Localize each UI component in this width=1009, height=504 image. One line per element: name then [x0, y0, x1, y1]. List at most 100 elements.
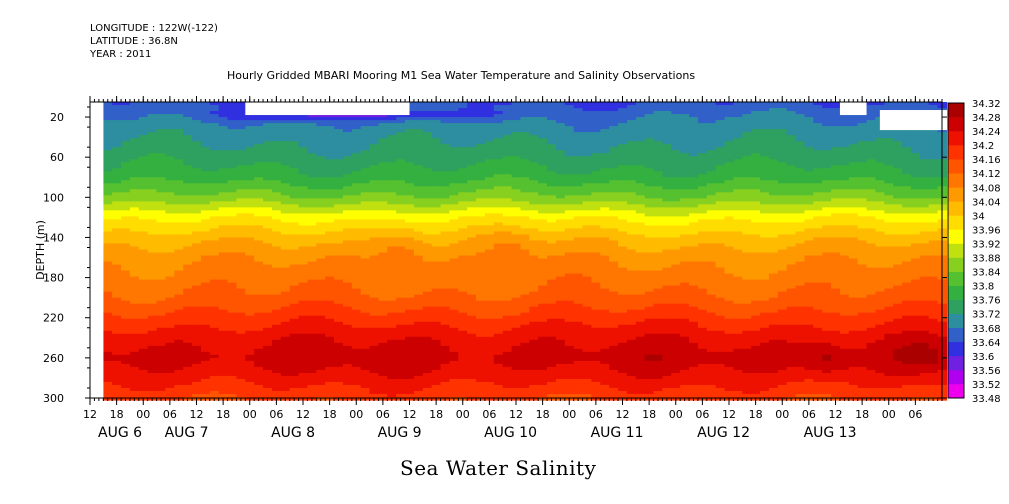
heatmap-cell — [396, 261, 406, 266]
heatmap-cell — [484, 255, 495, 260]
heatmap-cell — [183, 264, 193, 269]
heatmap-cell — [440, 189, 451, 193]
heatmap-cell — [218, 288, 229, 293]
heatmap-cell — [307, 138, 317, 142]
heatmap-cell — [405, 171, 415, 175]
heatmap-cell — [165, 354, 175, 359]
heatmap-cell — [467, 297, 477, 302]
heatmap-cell — [431, 150, 442, 154]
heatmap-cell — [378, 357, 388, 362]
heatmap-cell — [351, 336, 362, 341]
heatmap-cell — [129, 243, 140, 248]
heatmap-cell — [218, 156, 229, 160]
heatmap-cell — [493, 249, 504, 254]
heatmap-cell — [209, 213, 220, 217]
heatmap-cell — [396, 330, 406, 335]
heatmap-cell — [156, 351, 167, 356]
heatmap-cell — [112, 141, 122, 145]
heatmap-cell — [316, 315, 326, 320]
heatmap-cell — [121, 312, 131, 317]
heatmap-cell — [511, 150, 522, 154]
heatmap-cell — [538, 330, 548, 335]
heatmap-cell — [165, 234, 175, 239]
heatmap-cell — [502, 249, 513, 254]
heatmap-cell — [502, 192, 513, 196]
heatmap-cell — [165, 228, 175, 233]
heatmap-cell — [538, 171, 548, 175]
heatmap-cell — [192, 216, 202, 220]
heatmap-cell — [511, 363, 522, 368]
heatmap-cell — [289, 162, 300, 166]
heatmap-cell — [236, 384, 246, 389]
heatmap-cell — [484, 306, 495, 311]
heatmap-cell — [200, 108, 211, 112]
heatmap-cell — [316, 378, 326, 383]
heatmap-cell — [467, 195, 477, 199]
heatmap-cell — [351, 171, 362, 175]
heatmap-cell — [121, 105, 131, 109]
heatmap-cell — [156, 153, 167, 157]
heatmap-cell — [209, 246, 220, 251]
heatmap-cell — [405, 255, 415, 260]
heatmap-cell — [183, 105, 193, 109]
heatmap-cell — [174, 303, 184, 308]
heatmap-cell — [529, 288, 539, 293]
heatmap-cell — [484, 231, 495, 236]
heatmap-cell — [200, 177, 211, 181]
heatmap-cell — [183, 150, 193, 154]
heatmap-cell — [529, 120, 539, 124]
heatmap-cell — [351, 189, 362, 193]
heatmap-cell — [520, 327, 530, 332]
heatmap-cell — [165, 393, 175, 398]
heatmap-cell — [121, 111, 131, 115]
heatmap-cell — [129, 213, 140, 217]
heatmap-cell — [289, 207, 300, 211]
heatmap-cell — [529, 369, 539, 374]
heatmap-cell — [342, 270, 353, 275]
heatmap-cell — [502, 357, 513, 362]
heatmap-cell — [369, 279, 380, 284]
heatmap-cell — [405, 351, 415, 356]
heatmap-cell — [342, 381, 353, 386]
heatmap-cell — [387, 162, 397, 166]
heatmap-cell — [200, 225, 211, 230]
heatmap-cell — [156, 225, 167, 230]
heatmap-cell — [405, 129, 415, 133]
heatmap-cell — [413, 108, 424, 112]
heatmap-cell — [103, 108, 113, 112]
heatmap-cell — [360, 210, 371, 214]
heatmap-cell — [174, 108, 184, 112]
heatmap-cell — [405, 354, 415, 359]
heatmap-cell — [200, 216, 211, 220]
heatmap-cell — [502, 129, 513, 133]
heatmap-cell — [493, 225, 504, 230]
heatmap-cell — [183, 366, 193, 371]
heatmap-cell — [121, 156, 131, 160]
heatmap-cell — [138, 201, 149, 205]
heatmap-cell — [467, 330, 477, 335]
heatmap-cell — [484, 330, 495, 335]
heatmap-cell — [449, 291, 459, 296]
heatmap-cell — [431, 234, 442, 239]
heatmap-cell — [484, 393, 495, 398]
heatmap-cell — [192, 126, 202, 130]
heatmap-cell — [245, 159, 255, 163]
heatmap-cell — [147, 327, 158, 332]
heatmap-cell — [484, 297, 495, 302]
heatmap-cell — [387, 207, 397, 211]
heatmap-cell — [396, 393, 406, 398]
heatmap-cell — [263, 390, 273, 395]
heatmap-cell — [520, 132, 530, 136]
heatmap-cell — [476, 303, 486, 308]
heatmap-cell — [200, 171, 211, 175]
heatmap-cell — [156, 114, 167, 118]
heatmap-cell — [440, 258, 451, 263]
heatmap-cell — [174, 276, 184, 281]
heatmap-cell — [484, 129, 495, 133]
heatmap-cell — [129, 225, 140, 230]
heatmap-cell — [511, 333, 522, 338]
heatmap-cell — [156, 183, 167, 187]
heatmap-cell — [236, 132, 246, 136]
heatmap-cell — [218, 159, 229, 163]
heatmap-cell — [129, 354, 140, 359]
